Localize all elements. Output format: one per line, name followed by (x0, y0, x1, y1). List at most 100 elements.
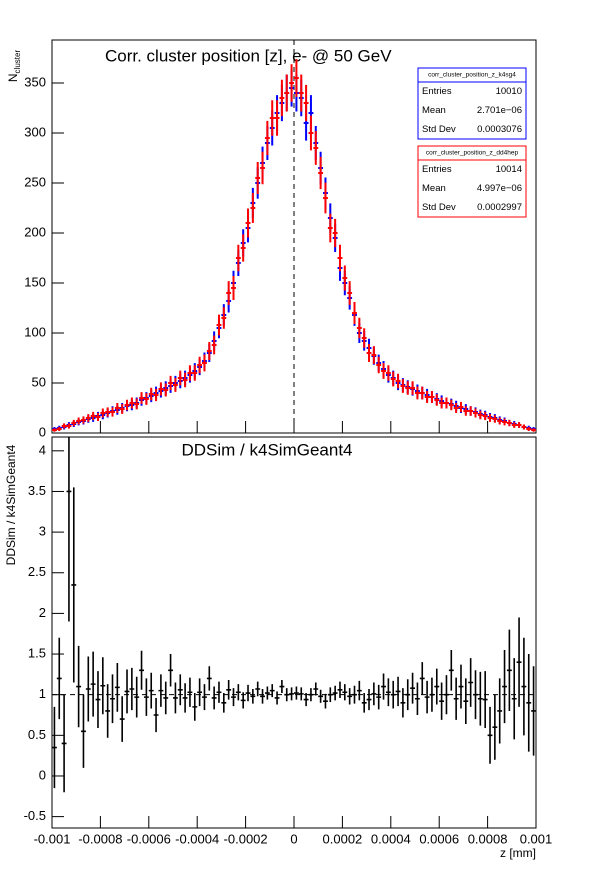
ratio-point (105, 684, 111, 738)
stats-title: corr_cluster_position_z_dd4hep (426, 150, 519, 157)
hist-point (356, 317, 362, 339)
stats-label: Entries (422, 86, 452, 97)
y-tick-label: 50 (32, 374, 46, 389)
hist-point (245, 208, 251, 238)
hist-point (148, 387, 154, 401)
hist-point (318, 156, 324, 190)
hist-point (260, 151, 265, 185)
y-tick-label: 3 (39, 524, 46, 539)
ratio-point (269, 684, 275, 698)
hist-point (110, 407, 115, 417)
ratio-point (303, 693, 309, 707)
ratio-point (148, 672, 154, 709)
x-tick-label: -0.001 (34, 831, 71, 846)
hist-point (395, 373, 401, 389)
hist-point (61, 423, 67, 429)
ratio-point (502, 649, 507, 724)
hist-point (385, 365, 391, 381)
ratio-point (240, 692, 246, 709)
ratio-point (531, 666, 536, 756)
ratio-point (216, 681, 222, 703)
hist-point (250, 193, 256, 223)
stats-value: 2.701e−06 (477, 105, 522, 116)
ratio-point (487, 706, 493, 764)
ratio-point (448, 649, 454, 691)
hist-point (482, 411, 488, 421)
ratio-point (221, 693, 227, 713)
hist-point (366, 344, 372, 362)
ratio-point (100, 657, 106, 715)
ratio-point (385, 678, 391, 707)
y-tick-label: 100 (24, 324, 46, 339)
ratio-y-label: DDSim / k4SimGeant4 (4, 444, 18, 565)
hist-point (56, 427, 62, 431)
ratio-point (468, 658, 474, 707)
ratio-point (332, 685, 338, 701)
ratio-point (337, 681, 343, 698)
ratio-point (521, 637, 527, 736)
ratio-point (371, 682, 377, 706)
ratio-point (119, 696, 125, 742)
ratio-point (90, 651, 96, 717)
ratio-point (197, 678, 203, 707)
ratio-point (260, 688, 265, 704)
stats-label: Entries (422, 164, 452, 175)
ratio-point (143, 678, 149, 716)
ratio-point (390, 680, 396, 709)
ratio-point (192, 693, 198, 721)
hist-point (502, 418, 507, 426)
ratio-point (497, 678, 503, 744)
ratio-point (274, 691, 280, 705)
ratio-point (182, 683, 188, 713)
y-tick-label: 0 (39, 767, 46, 782)
ratio-point (376, 684, 382, 710)
hist-point (71, 419, 77, 427)
hist-point (400, 379, 406, 393)
stats-label: Std Dev (422, 124, 456, 135)
x-tick-label: 0.0002 (323, 831, 363, 846)
ratio-point (400, 688, 406, 718)
y-tick-label: -0.5 (24, 808, 46, 823)
hist-point (376, 356, 382, 374)
hist-point (463, 406, 469, 416)
hist-point (119, 404, 125, 414)
hist-point (105, 407, 111, 417)
hist-point (347, 281, 353, 305)
ratio-point (453, 677, 459, 720)
ratio-point (463, 678, 469, 724)
hist-point (187, 365, 193, 381)
ratio-point (424, 680, 430, 714)
ratio-title: DDSim / k4SimGeant4 (182, 440, 353, 459)
hist-point (439, 397, 445, 409)
ratio-point (492, 694, 498, 760)
ratio-point (482, 671, 488, 729)
ratio-point (284, 688, 290, 702)
hist-point (516, 422, 522, 428)
hist-point (390, 371, 396, 387)
hist-point (95, 413, 101, 421)
hist-point (153, 388, 159, 402)
hist-point (303, 84, 309, 122)
y-tick-label: 2 (39, 605, 46, 620)
ratio-point (56, 637, 62, 720)
hist-point (444, 397, 449, 409)
ratio-point (294, 686, 299, 700)
hist-point (216, 314, 222, 336)
hist-point (177, 370, 183, 386)
ratio-point (434, 668, 440, 705)
x-tick-label: 0.0008 (468, 831, 508, 846)
hist-point (52, 428, 57, 432)
hist-point (163, 383, 169, 397)
stats-value: 4.997e−06 (477, 183, 522, 194)
ratio-point (139, 650, 144, 690)
y-tick-label: 250 (24, 174, 46, 189)
hist-point (255, 162, 261, 194)
ratio-point (356, 680, 362, 701)
y-tick-label: 1.5 (28, 645, 46, 660)
hist-point (289, 64, 294, 102)
ratio-point (202, 684, 207, 711)
y-tick-label: 300 (24, 124, 46, 139)
x-axis-label: z [mm] (500, 846, 536, 860)
hist-point (327, 213, 333, 243)
ratio-point (231, 688, 236, 707)
